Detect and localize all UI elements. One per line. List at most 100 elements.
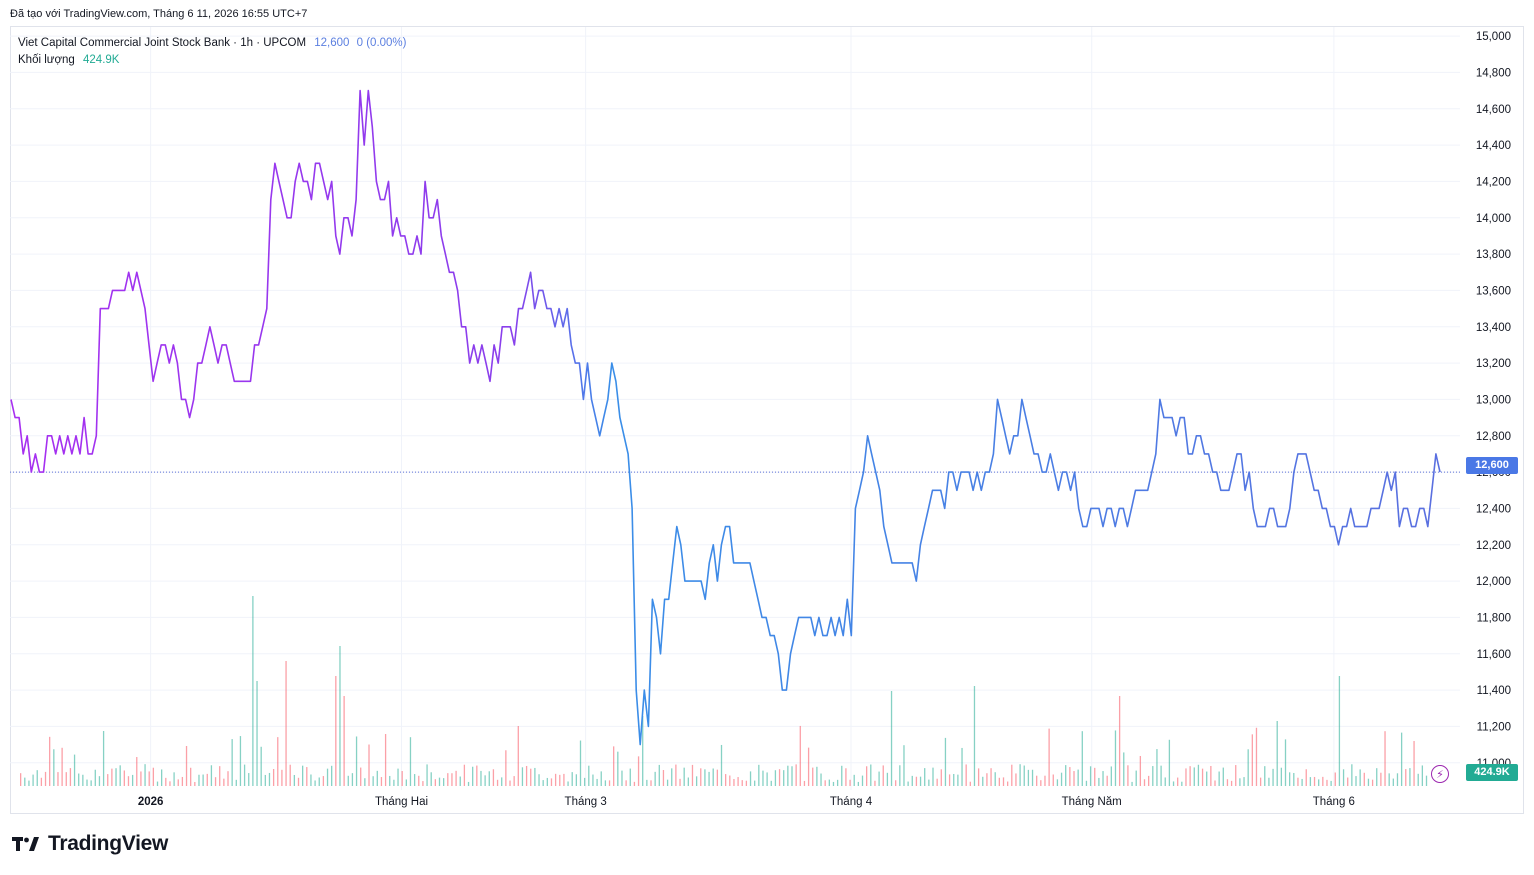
volume-bar (1363, 772, 1365, 786)
volume-bar (803, 780, 806, 786)
volume-bar (505, 750, 507, 786)
volume-bar (965, 764, 967, 786)
volume-bar (227, 771, 229, 786)
volume-bar (866, 766, 868, 786)
volume-bar (969, 781, 971, 786)
volume-bar (476, 765, 478, 786)
volume-bar (40, 777, 43, 786)
volume-bar (463, 764, 466, 786)
volume-bar (666, 779, 669, 786)
volume-bar (1284, 739, 1287, 786)
volume-bar (1425, 775, 1428, 786)
volume-bar (1164, 777, 1166, 786)
volume-bar (588, 765, 590, 786)
volume-bar (360, 767, 362, 786)
volume-bar (314, 780, 316, 786)
time-axis[interactable]: 2026 Tháng Hai Tháng 3 Tháng 4 Tháng Năm Thán… (138, 796, 1355, 808)
volume-bar (1239, 778, 1241, 786)
volume-bar (98, 776, 101, 786)
volume-bar (422, 781, 424, 786)
volume-bar (1031, 769, 1034, 786)
volume-bar (1210, 765, 1212, 786)
volume-bar (986, 773, 988, 786)
y-tick-label: 13,800 (1476, 249, 1511, 261)
volume-bar (49, 736, 51, 786)
volume-bar (210, 765, 213, 786)
volume-bar (231, 739, 233, 786)
lightning-icon[interactable]: ⚡ (1431, 765, 1449, 783)
volume-bar (492, 769, 495, 786)
volume-label: Khối lượng (18, 54, 75, 66)
volume-bar (1334, 772, 1336, 786)
volume-bar (567, 781, 569, 786)
volume-bar (691, 764, 694, 786)
volume-bar (127, 776, 130, 786)
volume-bar (625, 780, 627, 786)
volume-bar (683, 767, 685, 786)
volume-bar (994, 772, 996, 786)
volume-bar (1131, 781, 1133, 786)
volume-bar (754, 780, 756, 786)
volume-bar (525, 765, 528, 786)
volume-bar (778, 769, 781, 786)
volume-bar (720, 744, 723, 786)
brand[interactable]: TradingView (12, 832, 168, 856)
volume-bar (1156, 749, 1158, 786)
volume-bar (355, 736, 358, 786)
volume-bar (430, 772, 432, 786)
volume-bar (1110, 766, 1112, 786)
volume-bar (799, 725, 801, 786)
volume-bar (1102, 771, 1104, 786)
volume-bar (725, 774, 727, 786)
volume-bar (285, 661, 287, 786)
volume-bar (1347, 777, 1349, 786)
volume-bar (1259, 777, 1262, 786)
volume-bar (957, 774, 959, 786)
volume-bar (1123, 752, 1125, 786)
volume-bar (654, 771, 656, 786)
volume-bar (107, 774, 109, 786)
volume-bar (1189, 766, 1191, 786)
chart-frame[interactable] (10, 26, 1524, 814)
volume-bar (459, 776, 461, 786)
price-series[interactable] (10, 89, 1441, 746)
volume-bars (20, 596, 1428, 786)
volume-bar (973, 686, 976, 786)
created-with-caption: Đã tạo với TradingView.com, Tháng 6 11, … (10, 8, 308, 20)
volume-bar (82, 774, 84, 786)
volume-bar (1177, 777, 1179, 786)
volume-bar (1044, 775, 1046, 786)
volume-bar (650, 780, 652, 786)
volume-bar (1073, 771, 1075, 786)
volume-bar (131, 774, 134, 786)
volume-bar (530, 768, 532, 786)
volume-bar (1060, 772, 1063, 786)
volume-bar (264, 774, 266, 786)
volume-bar (1326, 779, 1328, 786)
volume-bar (1409, 768, 1411, 786)
volume-value: 424.9K (83, 54, 120, 66)
price-line[interactable] (10, 89, 1441, 746)
y-tick-label: 11,400 (1477, 685, 1511, 697)
volume-bar (177, 779, 179, 786)
price-axis[interactable]: 11,00011,20011,40011,60011,80012,00012,2… (1476, 31, 1511, 770)
volume-bar (770, 780, 772, 786)
volume-bar (1011, 764, 1013, 786)
volume-bar (86, 779, 88, 786)
y-tick-label: 14,200 (1476, 176, 1511, 188)
volume-bar (550, 778, 553, 786)
volume-bar (617, 751, 619, 786)
volume-bar (1118, 696, 1121, 786)
volume-bar (1226, 779, 1229, 786)
volume-bar (306, 767, 308, 786)
volume-bar (161, 769, 163, 786)
volume-bar (223, 778, 225, 786)
volume-bar (32, 774, 34, 786)
volume-bar (1230, 780, 1233, 786)
volume-bar (136, 757, 138, 786)
volume-bar (1081, 731, 1083, 786)
volume-bar (443, 778, 445, 786)
volume-bar (1040, 780, 1042, 786)
volume-bar (1313, 776, 1316, 786)
